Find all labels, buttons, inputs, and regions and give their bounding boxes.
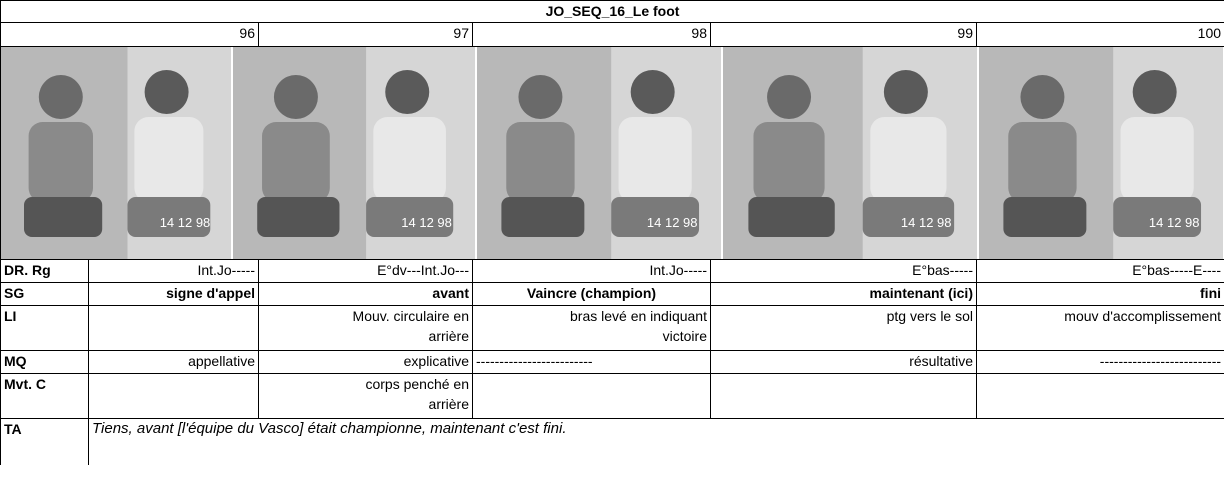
cell: ptg vers le sol <box>710 305 977 351</box>
head <box>38 75 83 119</box>
line: arrière <box>428 396 469 412</box>
cell: -------------------------- <box>975 350 1224 374</box>
legs <box>257 197 340 237</box>
line: bras levé en indiquant <box>570 308 707 324</box>
legs <box>127 197 211 237</box>
timestamp: 14 12 98 <box>647 215 698 230</box>
cell <box>88 373 259 419</box>
legs <box>611 197 700 237</box>
torso <box>870 117 947 202</box>
row-label: LI <box>0 305 89 351</box>
line: ptg vers le sol <box>886 308 973 324</box>
cell <box>975 373 1224 419</box>
line: victoire <box>662 328 707 344</box>
frame-number: 96 <box>0 22 259 47</box>
row-label: DR. Rg <box>0 259 89 283</box>
video-frame: 14 12 98 <box>723 47 977 259</box>
cell: corps penché en arrière <box>258 373 473 419</box>
frame-number: 98 <box>472 22 711 47</box>
cell: Int.Jo----- <box>88 259 259 283</box>
frame-number: 100 <box>975 22 1224 47</box>
torso <box>262 122 330 202</box>
line: Mouv. circulaire en <box>352 308 469 324</box>
legs <box>862 197 955 237</box>
cell: appellative <box>88 350 259 374</box>
cell: E°dv---Int.Jo--- <box>258 259 473 283</box>
cell: Mouv. circulaire en arrière <box>258 305 473 351</box>
line: mouv d'accomplissement <box>1064 308 1222 324</box>
torso <box>373 117 446 202</box>
row-label: TA <box>0 418 89 465</box>
cell <box>472 373 711 419</box>
annotation-table: JO_SEQ_16_Le foot 96 97 98 99 100 14 12 … <box>0 0 1224 465</box>
torso <box>28 122 94 202</box>
translation: Tiens, avant [l'équipe du Vasco] était c… <box>87 418 1224 465</box>
cell: E°bas----- <box>710 259 977 283</box>
head <box>144 70 189 114</box>
head <box>273 75 318 119</box>
cell: E°bas-----E---- <box>975 259 1224 283</box>
timestamp: 14 12 98 <box>1149 215 1200 230</box>
head <box>767 75 812 119</box>
cell: signe d'appel <box>88 282 259 306</box>
head <box>518 75 563 119</box>
legs <box>366 197 454 237</box>
head <box>1020 75 1065 119</box>
cell: mouv d'accomplissement <box>975 305 1224 351</box>
torso <box>753 122 825 202</box>
legs <box>24 197 103 237</box>
legs <box>748 197 835 237</box>
head <box>883 70 928 114</box>
torso <box>1008 122 1077 202</box>
timestamp: 14 12 98 <box>160 215 211 230</box>
row-label: MQ <box>0 350 89 374</box>
torso <box>134 117 204 202</box>
head <box>630 70 675 114</box>
cell: Vaincre (champion) <box>472 282 711 306</box>
torso <box>618 117 692 202</box>
line: corps penché en <box>365 376 469 392</box>
cell <box>710 373 977 419</box>
video-frame: 14 12 98 <box>233 47 475 259</box>
cell <box>88 305 259 351</box>
cell: fini <box>975 282 1224 306</box>
timestamp: 14 12 98 <box>901 215 952 230</box>
cell: avant <box>258 282 473 306</box>
video-frame: 14 12 98 <box>979 47 1223 259</box>
frame-number: 99 <box>710 22 977 47</box>
cell: Int.Jo----- <box>472 259 711 283</box>
cell: ------------------------- <box>472 350 711 374</box>
video-frames: 14 12 98 14 12 98 14 12 98 14 12 98 14 12 98 <box>1 47 1223 259</box>
video-frame: 14 12 98 <box>477 47 721 259</box>
line: arrière <box>428 328 469 344</box>
legs <box>501 197 585 237</box>
cell: maintenant (ici) <box>710 282 977 306</box>
frames-cell: 14 12 98 14 12 98 14 12 98 14 12 98 14 12 98 <box>0 46 1224 260</box>
row-label: SG <box>0 282 89 306</box>
row-label: Mvt. C <box>0 373 89 419</box>
legs <box>1003 197 1087 237</box>
title: JO_SEQ_16_Le foot <box>0 0 1224 23</box>
timestamp: 14 12 98 <box>401 215 452 230</box>
cell: bras levé en indiquant victoire <box>472 305 711 351</box>
torso <box>506 122 575 202</box>
head <box>1132 70 1177 114</box>
legs <box>1113 197 1202 237</box>
frame-number: 97 <box>258 22 473 47</box>
video-frame: 14 12 98 <box>1 47 231 259</box>
torso <box>1120 117 1194 202</box>
cell: résultative <box>710 350 977 374</box>
head <box>385 70 430 114</box>
cell: explicative <box>258 350 473 374</box>
